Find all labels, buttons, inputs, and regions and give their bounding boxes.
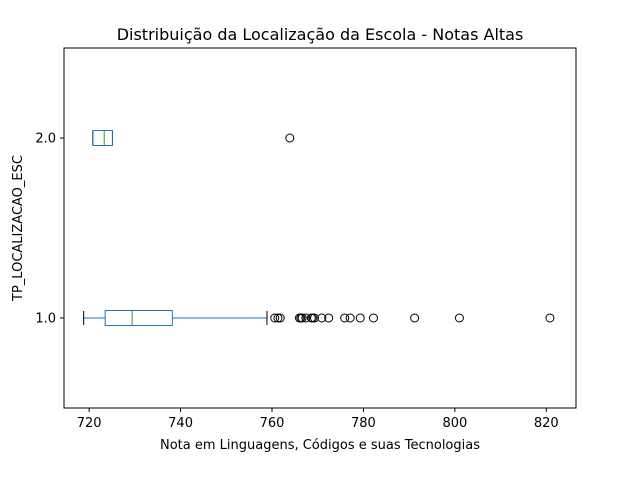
outlier-point [285,133,295,143]
x-tick-label: 820 [534,416,559,431]
outlier-point [454,313,464,323]
x-tick-label: 720 [77,416,102,431]
outlier-point [368,313,378,323]
outlier-point [275,313,285,323]
outlier-point [345,313,355,323]
x-axis-label: Nota em Linguagens, Códigos e suas Tecno… [160,438,480,453]
outlier-point [273,313,283,323]
y-axis-label: TP_LOCALIZACAO_ESC [11,155,26,302]
chart-title: Distribuição da Localização da Escola - … [117,25,524,44]
outlier-point [270,313,280,323]
x-tick-label: 760 [260,416,285,431]
outlier-point [324,313,334,323]
y-tick-label: 2.0 [35,132,56,147]
plot-area: 720 740 760 780 800 820 1.0 2.0 [35,130,559,431]
outlier-point [297,313,307,323]
x-tick-label: 800 [442,416,467,431]
axes-frame [63,47,577,409]
outlier-point [317,313,327,323]
outlier-point [410,313,420,323]
outlier-point [355,313,365,323]
x-tick-label: 780 [351,416,376,431]
box-iqr [104,310,173,326]
outlier-point [545,313,555,323]
outlier-point [340,313,350,323]
outlier-point [301,313,311,323]
x-tick-label: 740 [168,416,193,431]
outlier-point [310,313,320,323]
y-tick-label: 1.0 [35,312,56,327]
box-iqr [92,130,113,146]
